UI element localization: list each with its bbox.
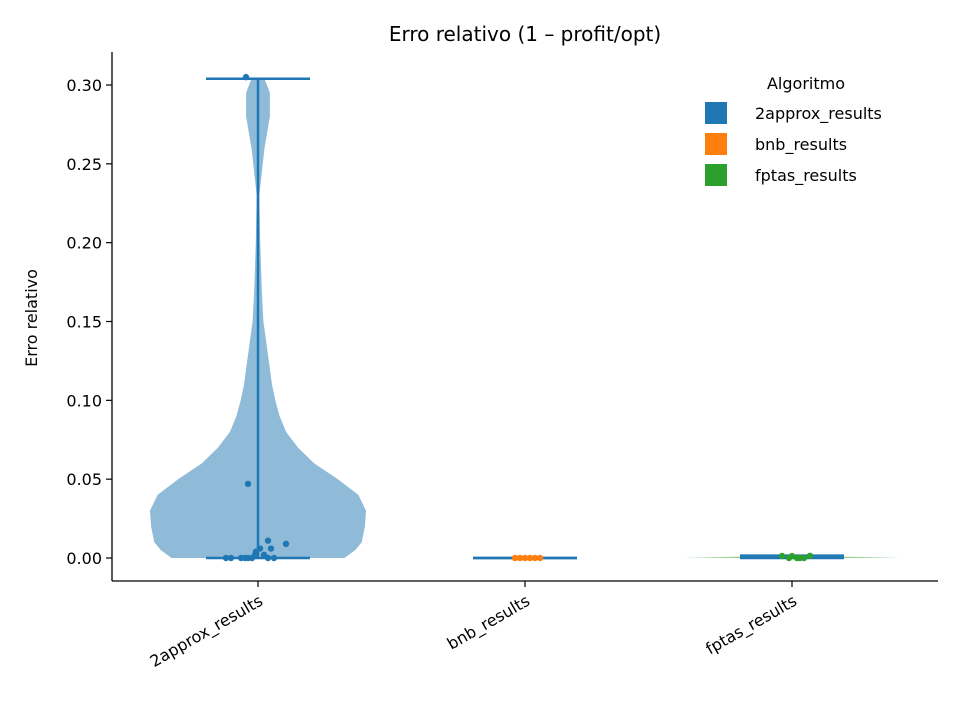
y-tick-label: 0.00 (66, 549, 102, 568)
x-tick-label: bnb_results (444, 591, 534, 654)
data-point (806, 552, 814, 559)
data-point (227, 554, 235, 562)
y-tick-label: 0.30 (66, 76, 102, 95)
data-point (242, 73, 250, 81)
data-point (256, 545, 264, 552)
data-point (282, 540, 290, 548)
data-point (788, 552, 796, 560)
y-tick-label: 0.15 (66, 313, 102, 332)
legend-swatch (705, 133, 727, 155)
legend-swatch (705, 164, 727, 186)
legend-label: fptas_results (755, 166, 857, 186)
legend-title: Algoritmo (767, 74, 845, 93)
legend-swatch (705, 102, 727, 124)
y-tick-label: 0.25 (66, 155, 102, 174)
violin-group (150, 73, 366, 562)
data-point (531, 554, 539, 562)
legend-label: bnb_results (755, 135, 847, 155)
y-tick-label: 0.05 (66, 470, 102, 489)
data-point (264, 554, 272, 562)
y-axis: 0.00 0.05 0.10 0.15 0.20 0.25 0.30 (66, 52, 113, 581)
data-point (270, 554, 278, 562)
data-point (264, 537, 272, 544)
data-point (511, 554, 519, 562)
data-point (778, 552, 786, 560)
violin-group (684, 552, 900, 562)
y-axis-title: Erro relativo (22, 269, 41, 367)
chart-title: Erro relativo (1 – profit/opt) (389, 22, 661, 46)
data-point (516, 554, 524, 562)
data-point (536, 554, 544, 562)
data-point (222, 554, 230, 562)
data-point (526, 554, 534, 562)
x-tick-label: fptas_results (702, 591, 800, 659)
violin-group (473, 554, 577, 562)
plot-area (150, 73, 900, 562)
legend: Algoritmo 2approx_results bnb_resultsfpta… (705, 74, 882, 186)
y-tick-label: 0.10 (66, 391, 102, 410)
x-axis: 2approx_results bnb_results fptas_results (112, 580, 938, 672)
data-point (267, 545, 275, 552)
legend-label: 2approx_results (755, 104, 882, 124)
data-point (521, 554, 529, 562)
y-tick-label: 0.20 (66, 234, 102, 253)
data-point (800, 554, 808, 562)
x-tick-label: 2approx_results (147, 591, 267, 672)
data-point (244, 480, 252, 488)
